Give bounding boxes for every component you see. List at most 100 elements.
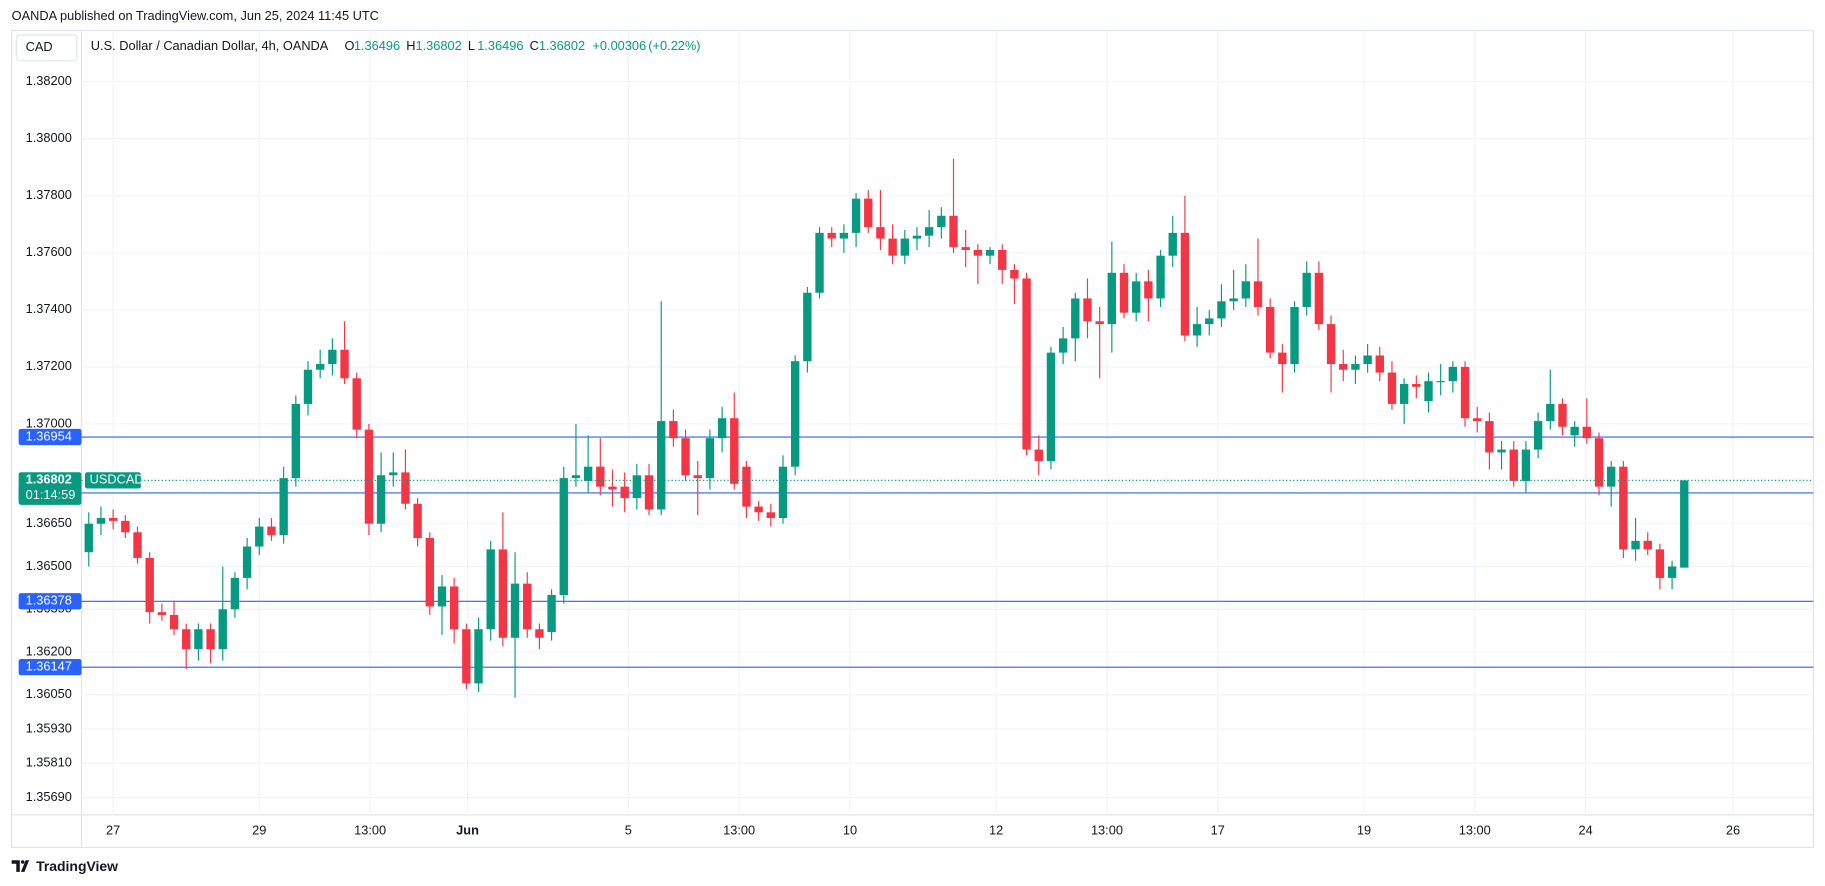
candle-body [1399, 383, 1409, 404]
candle-body [1339, 364, 1348, 370]
candle-body [206, 629, 215, 650]
y-tick-label: 1.37000 [26, 415, 72, 430]
candle-body [1290, 306, 1299, 365]
currency[interactable]: CAD [26, 39, 53, 54]
candle-body [84, 523, 93, 553]
candle-body [657, 421, 666, 510]
candle-body [1326, 324, 1336, 365]
candle-body [1363, 355, 1372, 365]
candle-body [693, 475, 702, 479]
currency-box[interactable] [15, 34, 78, 62]
candle-body [1448, 366, 1458, 382]
candle-body [1071, 298, 1080, 339]
candle-body [1046, 352, 1056, 461]
price-label-bg [18, 428, 82, 446]
candle-body [1509, 449, 1518, 481]
candle-body [1436, 381, 1445, 383]
candle-body [315, 364, 325, 370]
candle-body [1265, 306, 1275, 353]
candle-body [279, 478, 288, 536]
candle-body [1631, 540, 1640, 550]
candle-body [291, 403, 301, 479]
x-tick-label: 13:00 [1091, 823, 1123, 838]
price-label: 1.36147 [26, 659, 72, 674]
candle-body [1144, 281, 1153, 299]
candle-body [352, 378, 361, 430]
countdown: 01:14:59 [26, 487, 76, 502]
candle-body [1424, 381, 1433, 402]
symbol-tag-bg [84, 472, 141, 489]
candle-body [888, 238, 897, 256]
candle-body [1302, 272, 1311, 307]
ohlc-value: 1.36802 [539, 38, 585, 53]
candle-body [1058, 338, 1068, 353]
price-label: 1.36954 [26, 428, 72, 443]
candle-body [620, 486, 629, 499]
candle-body [1680, 480, 1689, 568]
candle-body [255, 526, 264, 547]
candle-body [754, 506, 763, 513]
candle-body [1253, 281, 1263, 307]
candle-body [1010, 269, 1019, 279]
candle-body [437, 586, 447, 607]
candle-body [937, 215, 946, 228]
candle-body [1570, 426, 1579, 436]
candle-body [1375, 355, 1384, 373]
candle-body [864, 198, 873, 228]
brand-logo: TradingView [11, 858, 118, 874]
candle-body [401, 472, 410, 504]
candle-body [669, 421, 678, 439]
candle-body [949, 215, 958, 248]
candle-body [1533, 421, 1543, 450]
candle-body [535, 629, 544, 638]
candle-body [1351, 364, 1360, 370]
candle-body [985, 249, 995, 256]
candle-body [998, 249, 1007, 270]
candle-body [1473, 418, 1482, 422]
x-tick-label: 29 [252, 823, 266, 838]
ohlc-value: 1.36496 [354, 38, 400, 53]
x-tick-label: Jun [456, 823, 479, 838]
candle-body [1034, 449, 1043, 461]
candle-body [596, 466, 605, 487]
y-tick-label: 1.35810 [26, 755, 72, 770]
candle-body [1314, 272, 1324, 325]
candle-body [851, 198, 861, 233]
candle-body [1217, 301, 1226, 319]
candle-body [1156, 255, 1165, 299]
legend-title: U.S. Dollar / Canadian Dollar, 4h, OANDA [91, 38, 329, 53]
x-tick-label: 24 [1578, 823, 1592, 838]
candle-body [912, 235, 922, 239]
candle-body [1667, 566, 1677, 578]
candle-body [1119, 272, 1129, 313]
y-tick-label: 1.36500 [26, 558, 72, 573]
candle-body [1132, 281, 1141, 313]
grid [81, 30, 1814, 815]
candle-body [803, 292, 812, 362]
x-tick-label: 13:00 [1459, 823, 1491, 838]
candle-body [705, 438, 715, 479]
y-tick-label: 1.35690 [26, 789, 72, 804]
candle-body [717, 418, 727, 439]
ohlc-label: C [530, 38, 539, 53]
ohlc-label: L [468, 38, 475, 53]
candle-body [328, 349, 337, 365]
candle-body [303, 369, 313, 404]
candle-body [182, 629, 191, 650]
candle-body [1521, 449, 1531, 481]
x-tick-label: 26 [1726, 823, 1740, 838]
candle-body [364, 429, 374, 524]
candle-body [1485, 421, 1494, 453]
candle-body [133, 532, 142, 558]
candle-body [1606, 466, 1616, 487]
candle-body [425, 537, 434, 607]
candle-body [413, 503, 422, 538]
candle-body [766, 512, 776, 519]
x-tick-label: 13:00 [723, 823, 755, 838]
published-note: OANDA published on TradingView.com, Jun … [12, 8, 379, 23]
candle-body [644, 475, 654, 510]
x-tick-label: 19 [1357, 823, 1371, 838]
candle-body [242, 546, 252, 578]
candle-body [1412, 383, 1421, 387]
